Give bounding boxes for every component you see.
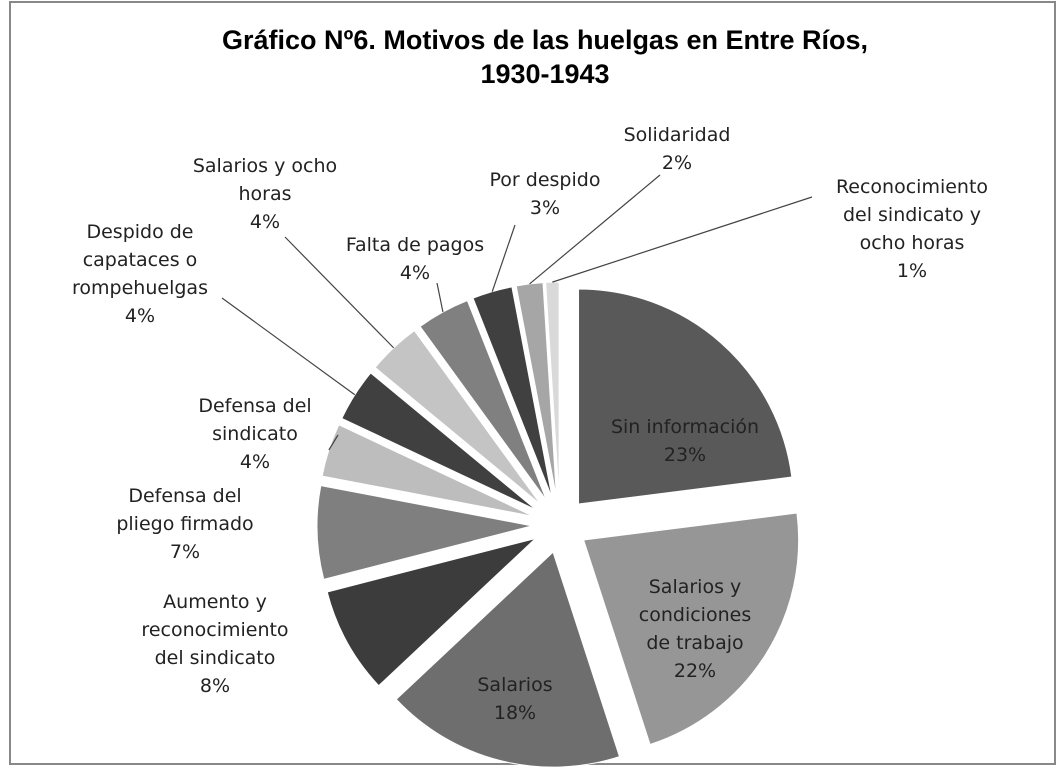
slice-label-line: 4%: [250, 211, 280, 233]
slice-label-line: Defensa del: [198, 395, 311, 417]
pie-slice: [472, 286, 553, 499]
leader-line: [552, 196, 813, 283]
slice-label-line: 1%: [897, 260, 927, 282]
pie-slice: [578, 288, 793, 505]
slice-label: Falta de pagos 4%: [346, 234, 484, 284]
slice-label-line: Aumento y: [163, 591, 267, 613]
chart-title-line: Gráfico Nº6. Motivos de las huelgas en E…: [222, 25, 868, 55]
slice-label-line: 2%: [662, 152, 692, 174]
pie-slice: [374, 329, 542, 505]
chart-title: Gráfico Nº6. Motivos de las huelgas en E…: [222, 25, 868, 89]
slice-label: Despido de capataces o rompehuelgas 4%: [72, 221, 208, 327]
slice-label-line: Por despido: [490, 169, 601, 191]
slice-label-line: 4%: [125, 305, 155, 327]
slice-label-line: del sindicato: [155, 647, 276, 669]
slice-label-line: 22%: [674, 660, 716, 682]
slice-label: Solidaridad 2%: [624, 124, 731, 174]
slice-label-line: rompehuelgas: [72, 277, 208, 299]
slice-label-line: del sindicato y: [843, 204, 981, 226]
slice-label-line: 3%: [530, 197, 560, 219]
slice-label-line: 23%: [664, 444, 706, 466]
slice-label: Reconocimiento del sindicato y ocho horas 1…: [836, 176, 988, 282]
slice-label-line: condiciones: [639, 604, 751, 626]
slice-label-line: Sin información: [611, 416, 759, 438]
slice-label-line: 18%: [494, 702, 536, 724]
leader-line: [221, 297, 356, 396]
slice-label-line: 4%: [240, 451, 270, 473]
pie-slice: [419, 299, 547, 501]
chart-title-line: 1930-1943: [480, 59, 609, 89]
pie-slice: [545, 281, 560, 498]
slice-label-line: 8%: [200, 675, 230, 697]
slice-label: Defensa del sindicato 4%: [198, 395, 311, 473]
slice-label-line: Despido de: [86, 221, 193, 243]
pie-slice: [395, 551, 621, 767]
slice-label-line: Defensa del: [128, 485, 241, 507]
leader-line: [284, 236, 395, 349]
slice-label-line: 4%: [400, 262, 430, 284]
slice-label: Salarios y condiciones de trabajo 22%: [639, 576, 751, 682]
pie-slice: [341, 372, 537, 511]
pie-slice: [326, 538, 536, 687]
slice-label: Aumento y reconocimiento del sindicato 8%: [141, 591, 288, 697]
slice-label-line: Salarios: [477, 674, 552, 696]
slice-label: Salarios y ocho horas 4%: [193, 155, 337, 233]
slice-label-line: 7%: [170, 541, 200, 563]
slice-label: Defensa del pliego firmado 7%: [116, 485, 253, 563]
pie-slice: [316, 485, 533, 580]
slice-label-line: ocho horas: [860, 232, 965, 254]
slice-label: Por despido 3%: [490, 169, 601, 219]
leader-line: [436, 282, 444, 313]
slice-label-line: Salarios y ocho: [193, 155, 337, 177]
slice-label-line: Solidaridad: [624, 124, 731, 146]
slice-label-line: de trabajo: [646, 632, 743, 654]
slice-label-line: pliego firmado: [116, 513, 253, 535]
slice-label-line: capataces o: [83, 249, 198, 271]
leader-line: [491, 224, 516, 292]
slice-label: Sin información 23%: [611, 416, 759, 466]
slice-label: Salarios 18%: [477, 674, 552, 724]
slice-label-line: sindicato: [212, 423, 298, 445]
slice-label-line: Reconocimiento: [836, 176, 988, 198]
leader-line: [529, 174, 661, 285]
slice-label-line: reconocimiento: [141, 619, 288, 641]
slice-label-line: Falta de pagos: [346, 234, 484, 256]
slice-label-line: horas: [238, 183, 291, 205]
pie-slice: [582, 512, 800, 746]
slice-label-line: Salarios y: [649, 576, 742, 598]
leader-line: [328, 434, 339, 451]
